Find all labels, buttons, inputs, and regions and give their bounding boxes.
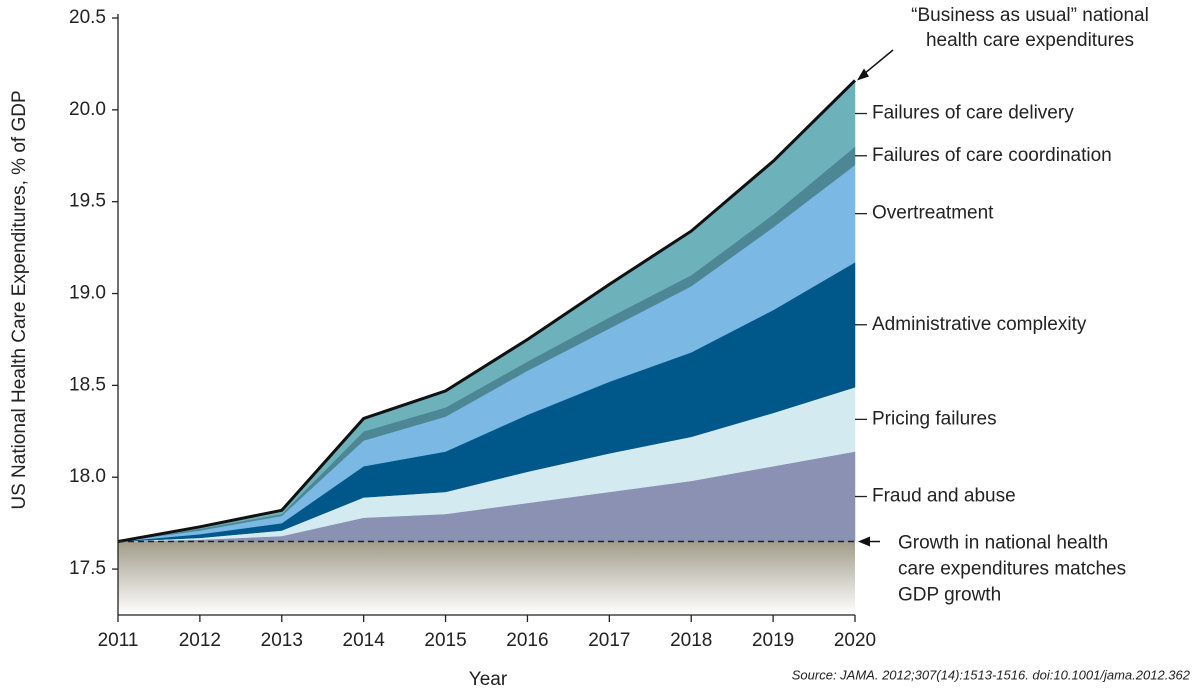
y-axis-label: US National Health Care Expenditures, % … xyxy=(9,90,30,509)
annotation: GDP growth xyxy=(898,585,1001,606)
x-tick-label: 2019 xyxy=(752,630,794,651)
y-tick-label: 20.5 xyxy=(69,7,106,28)
x-tick-label: 2020 xyxy=(834,630,876,651)
annotation-arrow xyxy=(860,49,894,78)
x-tick-label: 2012 xyxy=(179,630,221,651)
legend-label: Pricing failures xyxy=(872,408,997,429)
annotation: health care expenditures xyxy=(926,30,1134,51)
x-tick-label: 2015 xyxy=(424,630,466,651)
y-tick-label: 18.0 xyxy=(69,466,106,487)
legend-label: Failures of care delivery xyxy=(872,103,1074,124)
y-tick-label: 19.0 xyxy=(69,283,106,304)
y-tick-label: 19.5 xyxy=(69,191,106,212)
x-tick-label: 2017 xyxy=(588,630,630,651)
x-tick-label: 2016 xyxy=(506,630,548,651)
y-tick-label: 17.5 xyxy=(69,558,106,579)
arrow-head xyxy=(858,536,870,547)
y-tick-label: 18.5 xyxy=(69,374,106,395)
x-tick-label: 2013 xyxy=(261,630,303,651)
x-tick-label: 2011 xyxy=(98,630,139,651)
top-outline xyxy=(117,79,857,543)
annotation: care expenditures matches xyxy=(898,559,1126,580)
source: Source: JAMA. 2012;307(14):1513-1516. do… xyxy=(792,667,1191,682)
x-tick-label: 2018 xyxy=(670,630,712,651)
legend-label: Overtreatment xyxy=(872,203,994,224)
legend-label: Fraud and abuse xyxy=(872,486,1016,507)
y-tick-label: 20.0 xyxy=(69,99,106,120)
legend-label: Administrative complexity xyxy=(872,314,1087,335)
x-tick-label: 2014 xyxy=(343,630,386,651)
arrow-head xyxy=(857,68,869,81)
annotation: “Business as usual” national xyxy=(911,5,1149,26)
legend-label: Failures of care coordination xyxy=(872,145,1112,166)
x-axis-label: Year xyxy=(469,669,508,690)
gdp-growth-area xyxy=(118,541,855,615)
annotation: Growth in national health xyxy=(898,533,1108,554)
